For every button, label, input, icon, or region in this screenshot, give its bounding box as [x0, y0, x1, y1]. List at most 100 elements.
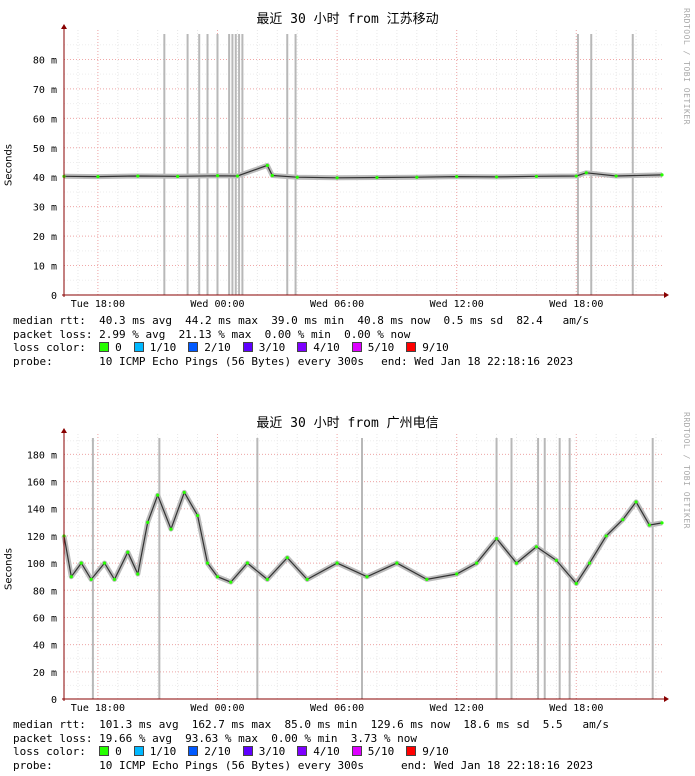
- y-tick-label: 180 m: [27, 450, 57, 461]
- rtt-point: [587, 561, 592, 565]
- rtt-point: [494, 175, 499, 179]
- loss-swatch: [188, 746, 199, 757]
- rtt-point: [534, 545, 539, 549]
- rtt-point: [395, 561, 399, 565]
- y-tick-label: 40 m: [33, 641, 57, 652]
- rtt-point: [265, 163, 269, 168]
- loss-label: 0: [115, 341, 122, 355]
- rtt-point: [295, 175, 299, 179]
- rtt-point: [270, 173, 274, 178]
- packet-loss-stats: packet loss: 19.66 % avg 93.63 % max 0.0…: [13, 731, 417, 745]
- x-tick-label: Tue 18:00: [71, 299, 125, 310]
- rtt-point: [96, 175, 100, 179]
- rtt-point: [475, 561, 479, 565]
- loss-color-row: loss color: 0 1/10 2/10 3/10 4/10 5/10 9/10: [13, 745, 609, 759]
- rtt-point: [574, 174, 578, 178]
- loss-legend-item: 0: [99, 341, 122, 354]
- loss-color-items: 0 1/10 2/10 3/10 4/10 5/10 9/10: [99, 745, 461, 758]
- chart-legend: median rtt: 101.3 ms avg 162.7 ms max 85…: [13, 718, 609, 772]
- end-time: end: Wed Jan 18 22:18:16 2023: [381, 354, 574, 368]
- loss-label: 1/10: [149, 341, 177, 355]
- y-tick-label: 20 m: [33, 232, 57, 243]
- rrdtool-watermark: RRDTOOL / TOBI OETIKER: [682, 412, 691, 529]
- rtt-point: [215, 174, 220, 178]
- loss-swatch: [351, 342, 362, 353]
- rtt-point: [156, 493, 160, 497]
- loss-legend-item: 5/10: [351, 745, 395, 759]
- rtt-point: [614, 174, 618, 178]
- rrdtool-watermark: RRDTOOL / TOBI OETIKER: [682, 8, 691, 125]
- rtt-point: [584, 171, 588, 175]
- loss-legend-item: 4/10: [297, 745, 340, 758]
- chart-title: 最近 30 小时 from 江苏移动: [256, 12, 439, 27]
- loss-color-items: 0 1/10 2/10 3/10 4/10 5/10 9/10: [99, 341, 461, 354]
- loss-legend-item: 1/10: [133, 745, 177, 759]
- x-tick-label: Wed 06:00: [310, 703, 364, 714]
- loss-label: 9/10: [422, 745, 449, 759]
- rtt-point: [375, 175, 379, 180]
- loss-label: 4/10: [313, 341, 340, 355]
- loss-swatch: [406, 746, 417, 757]
- y-tick-label: 40 m: [33, 173, 57, 184]
- y-tick-label: 70 m: [33, 85, 57, 96]
- loss-swatch: [297, 746, 308, 757]
- y-tick-label: 60 m: [33, 114, 57, 125]
- rtt-point: [574, 581, 578, 586]
- y-tick-label: 160 m: [27, 478, 57, 489]
- loss-label: 5/10: [367, 341, 395, 355]
- x-tick-label: Wed 00:00: [190, 299, 244, 310]
- rtt-point: [425, 577, 429, 582]
- rtt-point: [660, 173, 664, 177]
- x-tick-label: Wed 18:00: [549, 299, 603, 310]
- loss-label: 3/10: [258, 341, 286, 355]
- chart-plot-area: 0 10 m 20 m 30 m 40 m 50 m 60 m 70 m 80 m Tue 18:…: [33, 24, 669, 310]
- x-tick-label: Wed 00:00: [190, 703, 244, 714]
- rtt-point: [136, 572, 140, 576]
- loss-swatch: [242, 342, 253, 353]
- smokeping-panel-jiangsu-mobile: 最近 30 小时 from 江苏移动 RRDTOOL / TOBI OETIKE…: [4, 8, 692, 368]
- rtt-point: [205, 561, 210, 565]
- chart-title: 最近 30 小时 from 广州电信: [256, 416, 439, 431]
- rtt-point: [494, 537, 499, 541]
- loss-legend-item: 0: [99, 745, 122, 758]
- rtt-point: [365, 575, 369, 579]
- rtt-point: [335, 561, 339, 565]
- loss-legend-item: 9/10: [406, 341, 449, 354]
- loss-label: 5/10: [367, 745, 395, 759]
- y-tick-label: 80 m: [33, 586, 57, 597]
- rtt-point: [455, 175, 459, 179]
- median-rtt-stats: median rtt: 101.3 ms avg 162.7 ms max 85…: [13, 718, 610, 731]
- rtt-point: [136, 174, 140, 178]
- rtt-point: [514, 561, 519, 565]
- loss-label: 1/10: [149, 745, 177, 759]
- rtt-point: [647, 523, 651, 527]
- loss-swatch: [242, 746, 253, 757]
- rtt-point: [285, 556, 289, 560]
- rtt-point: [79, 561, 83, 565]
- y-tick-label: 20 m: [33, 668, 57, 679]
- rtt-point: [182, 490, 186, 495]
- chart-legend: median rtt: 40.3 ms avg 44.2 ms max 39.0…: [13, 314, 589, 368]
- loss-swatch: [133, 342, 144, 353]
- x-tick-label: Wed 12:00: [430, 299, 484, 310]
- probe-row: probe: 10 ICMP Echo Pings (56 Bytes) eve…: [13, 759, 609, 773]
- rtt-point: [235, 174, 240, 178]
- loss-color-label: loss color:: [13, 745, 86, 759]
- rtt-point: [169, 527, 173, 531]
- median-rtt-stats: median rtt: 40.3 ms avg 44.2 ms max 39.0…: [13, 314, 590, 327]
- x-tick-label: Wed 06:00: [310, 299, 364, 310]
- rtt-point: [415, 175, 419, 179]
- loss-legend-item: 4/10: [297, 341, 340, 354]
- loss-swatch: [406, 342, 417, 353]
- loss-color-label: loss color:: [13, 341, 86, 355]
- rtt-point: [335, 176, 339, 180]
- loss-legend-item: 5/10: [351, 341, 395, 355]
- x-tick-label: Tue 18:00: [71, 703, 125, 714]
- rtt-point: [245, 561, 249, 565]
- loss-swatch: [99, 342, 110, 353]
- rtt-point: [215, 575, 220, 579]
- end-time: end: Wed Jan 18 22:18:16 2023: [400, 758, 594, 772]
- probe-row: probe: 10 ICMP Echo Pings (56 Bytes) eve…: [13, 355, 589, 369]
- loss-legend-item: 3/10: [242, 341, 286, 355]
- loss-swatch: [133, 746, 144, 757]
